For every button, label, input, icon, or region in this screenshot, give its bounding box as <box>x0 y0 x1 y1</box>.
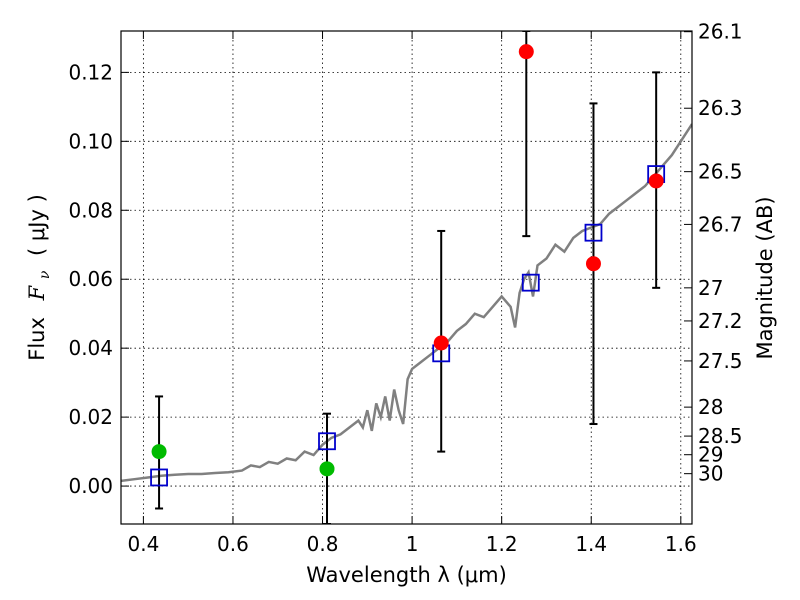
y-axis-label-symbol: F <box>25 284 49 301</box>
y2-tick-label: 26.1 <box>698 20 743 44</box>
y2-tick-label: 30 <box>698 462 723 486</box>
y2-tick-label: 27.5 <box>698 349 743 373</box>
model-band-square <box>584 223 603 242</box>
model-band-square <box>150 468 168 487</box>
x-tick-label: 1 <box>406 532 419 556</box>
detection-point <box>585 256 601 272</box>
nondetection-point <box>319 461 335 477</box>
y-axis-label-unit: ( μJy ) <box>25 194 49 256</box>
x-tick-label: 0.8 <box>307 532 339 556</box>
y2-tick-label: 27.2 <box>698 309 743 333</box>
model-spectrum-line <box>121 123 692 483</box>
y-tick-label: 0.08 <box>68 198 113 222</box>
x-tick-label: 0.4 <box>127 532 159 556</box>
y-axis-label-flux: Flux <box>25 317 49 361</box>
detection-point <box>518 44 534 60</box>
y-axis-ticks: 0.00 0.02 0.04 0.06 0.08 0.10 0.12 <box>68 60 129 498</box>
y2-tick-label: 28 <box>698 395 723 419</box>
y2-tick-label: 27 <box>698 276 723 300</box>
observed-points <box>151 44 664 477</box>
model-band-square <box>318 432 336 451</box>
y2-tick-label: 26.5 <box>698 160 743 184</box>
y2-axis-label: Magnitude (AB) <box>753 196 777 359</box>
y-tick-label: 0.06 <box>68 267 113 291</box>
y2-tick-label: 26.7 <box>698 212 743 236</box>
x-axis-label: Wavelength λ (μm) <box>306 563 507 587</box>
y-tick-label: 0.00 <box>68 474 113 498</box>
error-bars <box>155 31 661 524</box>
y-tick-label: 0.10 <box>68 129 113 153</box>
x-tick-label: 1.4 <box>575 532 607 556</box>
x-tick-label: 1.6 <box>665 532 697 556</box>
y-tick-label: 0.02 <box>68 405 113 429</box>
y2-tick-label: 28.5 <box>698 424 743 448</box>
y-tick-label: 0.04 <box>68 336 113 360</box>
model-spectrum <box>121 123 692 483</box>
model-band-points <box>150 165 666 487</box>
detection-point <box>648 173 664 189</box>
y2-tick-label: 29 <box>698 443 723 467</box>
model-band-square <box>521 273 540 292</box>
grid-lines <box>121 31 692 524</box>
y2-tick-label: 26.3 <box>698 96 743 120</box>
y-axis-label-subscript: ν <box>37 270 53 279</box>
x-axis-ticks: 0.4 0.6 0.8 1 1.2 1.4 1.6 <box>127 31 697 556</box>
nondetection-point <box>151 444 167 460</box>
x-tick-label: 1.2 <box>486 532 518 556</box>
x-tick-label: 0.6 <box>217 532 249 556</box>
y-tick-label: 0.12 <box>68 60 113 84</box>
plot-frame <box>120 30 693 525</box>
y-axis-label: Flux F ν ( μJy ) <box>25 194 54 361</box>
detection-point <box>433 335 449 351</box>
